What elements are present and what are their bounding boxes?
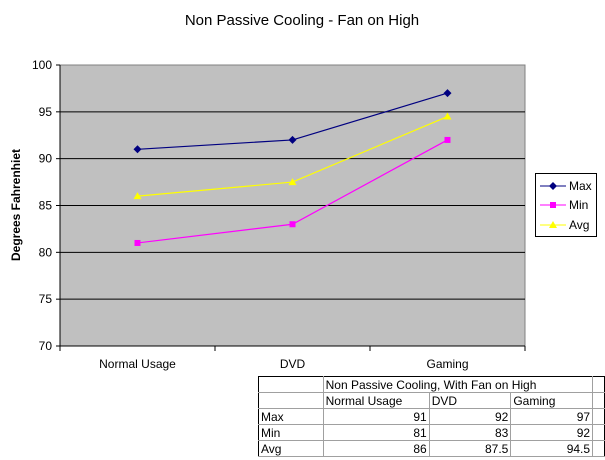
table-cell: 87.5: [428, 440, 512, 457]
y-axis-label: Degrees Fahrenhiet: [9, 149, 23, 261]
table-row: Max 91 92 97: [258, 408, 605, 425]
table-cell: 92: [428, 408, 512, 425]
table-header-cell: DVD: [428, 392, 512, 409]
x-tick-label: Gaming: [426, 357, 468, 371]
table-spacer-cell: [592, 392, 605, 409]
data-point-max: [443, 89, 452, 98]
table-title: Non Passive Cooling, With Fan on High: [322, 376, 594, 393]
y-tick-label: 100: [32, 58, 52, 72]
table-cell: 86: [322, 440, 430, 457]
table-cell: 97: [510, 408, 594, 425]
x-tick-label: Normal Usage: [99, 357, 176, 371]
legend: Max Min Avg: [535, 173, 597, 237]
data-point-min: [444, 136, 451, 143]
data-point-max: [133, 145, 142, 154]
table-row-label: Max: [258, 408, 324, 425]
table-row-label: Avg: [258, 440, 324, 457]
legend-item-min: Min: [536, 197, 596, 213]
table-spacer-cell: [592, 440, 605, 457]
legend-label-min: Min: [569, 198, 589, 212]
table-header-blank: [258, 392, 324, 409]
table-spacer-cell: [592, 408, 605, 425]
chart-title: Non Passive Cooling - Fan on High: [185, 12, 419, 29]
legend-label-max: Max: [569, 179, 592, 193]
data-point-max: [288, 135, 297, 144]
data-point-avg: [443, 112, 452, 120]
table-cell: 83: [428, 424, 512, 441]
y-tick-label: 85: [39, 199, 53, 213]
legend-swatch-avg: [540, 221, 566, 228]
data-point-min: [134, 239, 141, 246]
data-point-avg: [133, 192, 142, 200]
grid-lines: [60, 111, 525, 300]
legend-item-max: Max: [536, 178, 596, 194]
table-spacer-cell: [592, 376, 605, 393]
table-cell: 94.5: [510, 440, 594, 457]
data-point-avg: [288, 178, 297, 186]
table-corner-cell: [258, 376, 324, 393]
table-cell: 92: [510, 424, 594, 441]
legend-item-avg: Avg: [536, 217, 596, 233]
table-spacer-cell: [592, 424, 605, 441]
y-tick-label: 80: [39, 245, 53, 259]
table-header-cell: Normal Usage: [322, 392, 430, 409]
table-header-row: Normal Usage DVD Gaming: [258, 392, 605, 409]
table-row: Avg 86 87.5 94.5: [258, 440, 605, 457]
table-header-cell: Gaming: [510, 392, 594, 409]
axes: 70 75 80 85 90 95 100 Normal Usage DVD Gaming: [32, 58, 526, 371]
data-point-min: [289, 221, 296, 228]
x-tick-label: DVD: [280, 357, 306, 371]
table-row: Min 81 83 92: [258, 424, 605, 441]
legend-label-avg: Avg: [569, 218, 590, 232]
table-cell: 91: [322, 408, 430, 425]
y-tick-label: 95: [39, 105, 53, 119]
series-layer: [133, 89, 452, 246]
y-tick-label: 70: [39, 339, 53, 353]
y-tick-label: 75: [39, 292, 53, 306]
table-row-label: Min: [258, 424, 324, 441]
legend-swatch-max: [540, 182, 566, 190]
y-tick-label: 90: [39, 152, 53, 166]
legend-swatch-min: [540, 202, 566, 208]
data-table: Non Passive Cooling, With Fan on High No…: [258, 376, 605, 457]
table-cell: 81: [322, 424, 430, 441]
table-title-row: Non Passive Cooling, With Fan on High: [258, 376, 605, 393]
